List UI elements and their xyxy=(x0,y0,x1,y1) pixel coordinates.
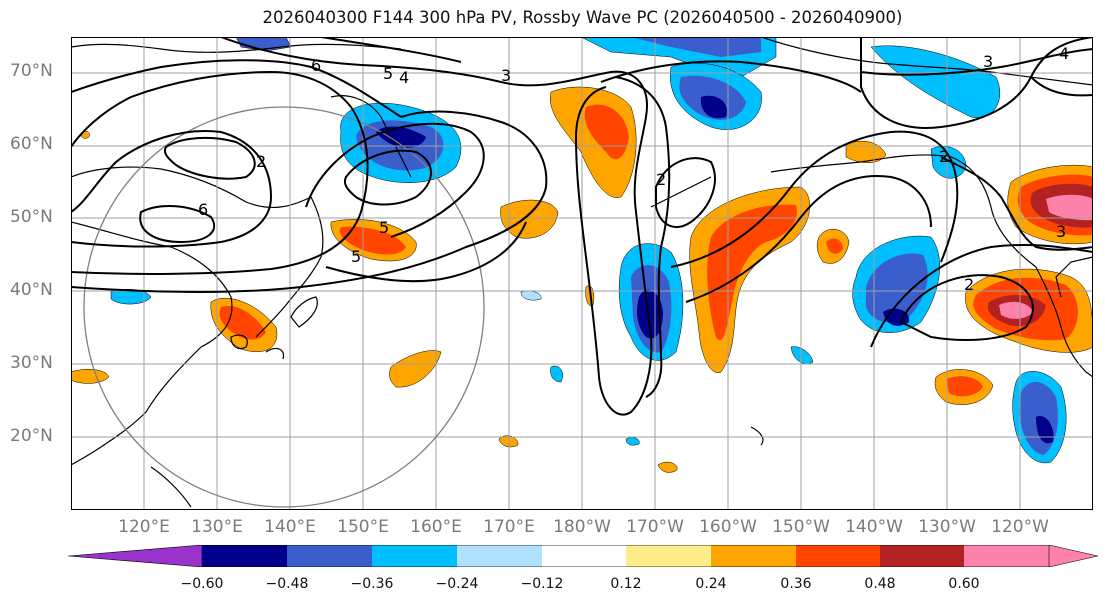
colorbar-tick: 0.36 xyxy=(780,576,812,592)
lon-label-160w: 160°W xyxy=(699,517,757,537)
pv-contours xyxy=(71,37,1093,416)
colorbar-tick: −0.48 xyxy=(265,576,309,592)
contour-label: 3 xyxy=(1056,222,1066,241)
colorbar-seg xyxy=(542,545,626,567)
colorbar-tick: 0.60 xyxy=(948,576,980,592)
lon-label-130e: 130°E xyxy=(191,517,243,537)
colorbar-seg xyxy=(372,545,457,567)
contour-label: 2 xyxy=(256,152,266,171)
colorbar-seg xyxy=(964,545,1049,567)
lon-label-170w: 170°W xyxy=(626,517,684,537)
lon-label-120w: 120°W xyxy=(991,517,1049,537)
map-title: 2026040300 F144 300 hPa PV, Rossby Wave … xyxy=(262,8,903,27)
colorbar-tick: −0.60 xyxy=(180,576,224,592)
contour-label: 5 xyxy=(351,247,361,266)
lon-label-140w: 140°W xyxy=(845,517,903,537)
lat-label-40n: 40°N xyxy=(10,280,53,300)
contour-label: 2 xyxy=(964,275,974,294)
contour-label: 6 xyxy=(311,56,321,75)
colorbar-tick: 0.12 xyxy=(610,576,642,592)
colorbar-seg xyxy=(880,545,964,567)
lon-label-150w: 150°W xyxy=(772,517,830,537)
colorbar-seg xyxy=(711,545,796,567)
lat-label-70n: 70°N xyxy=(10,61,53,81)
map-canvas: 6 5 4 3 2 6 5 5 2 2 2 3 4 3 xyxy=(71,37,1093,510)
contour-labels: 6 5 4 3 2 6 5 5 2 2 2 3 4 3 xyxy=(198,44,1069,294)
colorbar-seg xyxy=(202,545,287,567)
lat-label-30n: 30°N xyxy=(10,353,53,373)
contour-label: 4 xyxy=(399,68,409,87)
lat-label-20n: 20°N xyxy=(10,426,53,446)
contour-label: 3 xyxy=(983,52,993,71)
lon-label-140e: 140°E xyxy=(264,517,316,537)
lon-label-150e: 150°E xyxy=(337,517,389,537)
colorbar-tick: −0.36 xyxy=(350,576,394,592)
lon-label-120e: 120°E xyxy=(118,517,170,537)
colorbar-seg-under xyxy=(67,544,203,568)
colorbar-seg xyxy=(626,545,711,567)
lon-label-180w: 180°W xyxy=(553,517,611,537)
contour-label: 2 xyxy=(939,147,949,166)
contour-label: 4 xyxy=(1059,44,1069,63)
colorbar-graphic xyxy=(67,544,1099,568)
contour-label: 3 xyxy=(501,66,511,85)
contour-label: 6 xyxy=(198,200,208,219)
colorbar-tick: −0.12 xyxy=(520,576,564,592)
lon-label-160e: 160°E xyxy=(410,517,462,537)
colorbar-tick: 0.24 xyxy=(695,576,727,592)
colorbar-seg xyxy=(457,545,542,567)
lon-label-170e: 170°E xyxy=(483,517,535,537)
contour-label: 5 xyxy=(383,64,393,83)
colorbar-tick: −0.24 xyxy=(435,576,479,592)
colorbar-tick: 0.48 xyxy=(864,576,896,592)
colorbar-seg xyxy=(287,545,372,567)
map-panel[interactable]: 6 5 4 3 2 6 5 5 2 2 2 3 4 3 xyxy=(71,37,1093,510)
colorbar-seg xyxy=(796,545,880,567)
lat-label-60n: 60°N xyxy=(10,134,53,154)
colorbar xyxy=(67,544,1099,568)
contour-label: 2 xyxy=(656,170,666,189)
colorbar-seg-over xyxy=(1048,544,1099,568)
contour-label: 5 xyxy=(379,218,389,237)
radius-circle xyxy=(83,106,485,508)
lat-label-50n: 50°N xyxy=(10,207,53,227)
lon-label-130w: 130°W xyxy=(918,517,976,537)
